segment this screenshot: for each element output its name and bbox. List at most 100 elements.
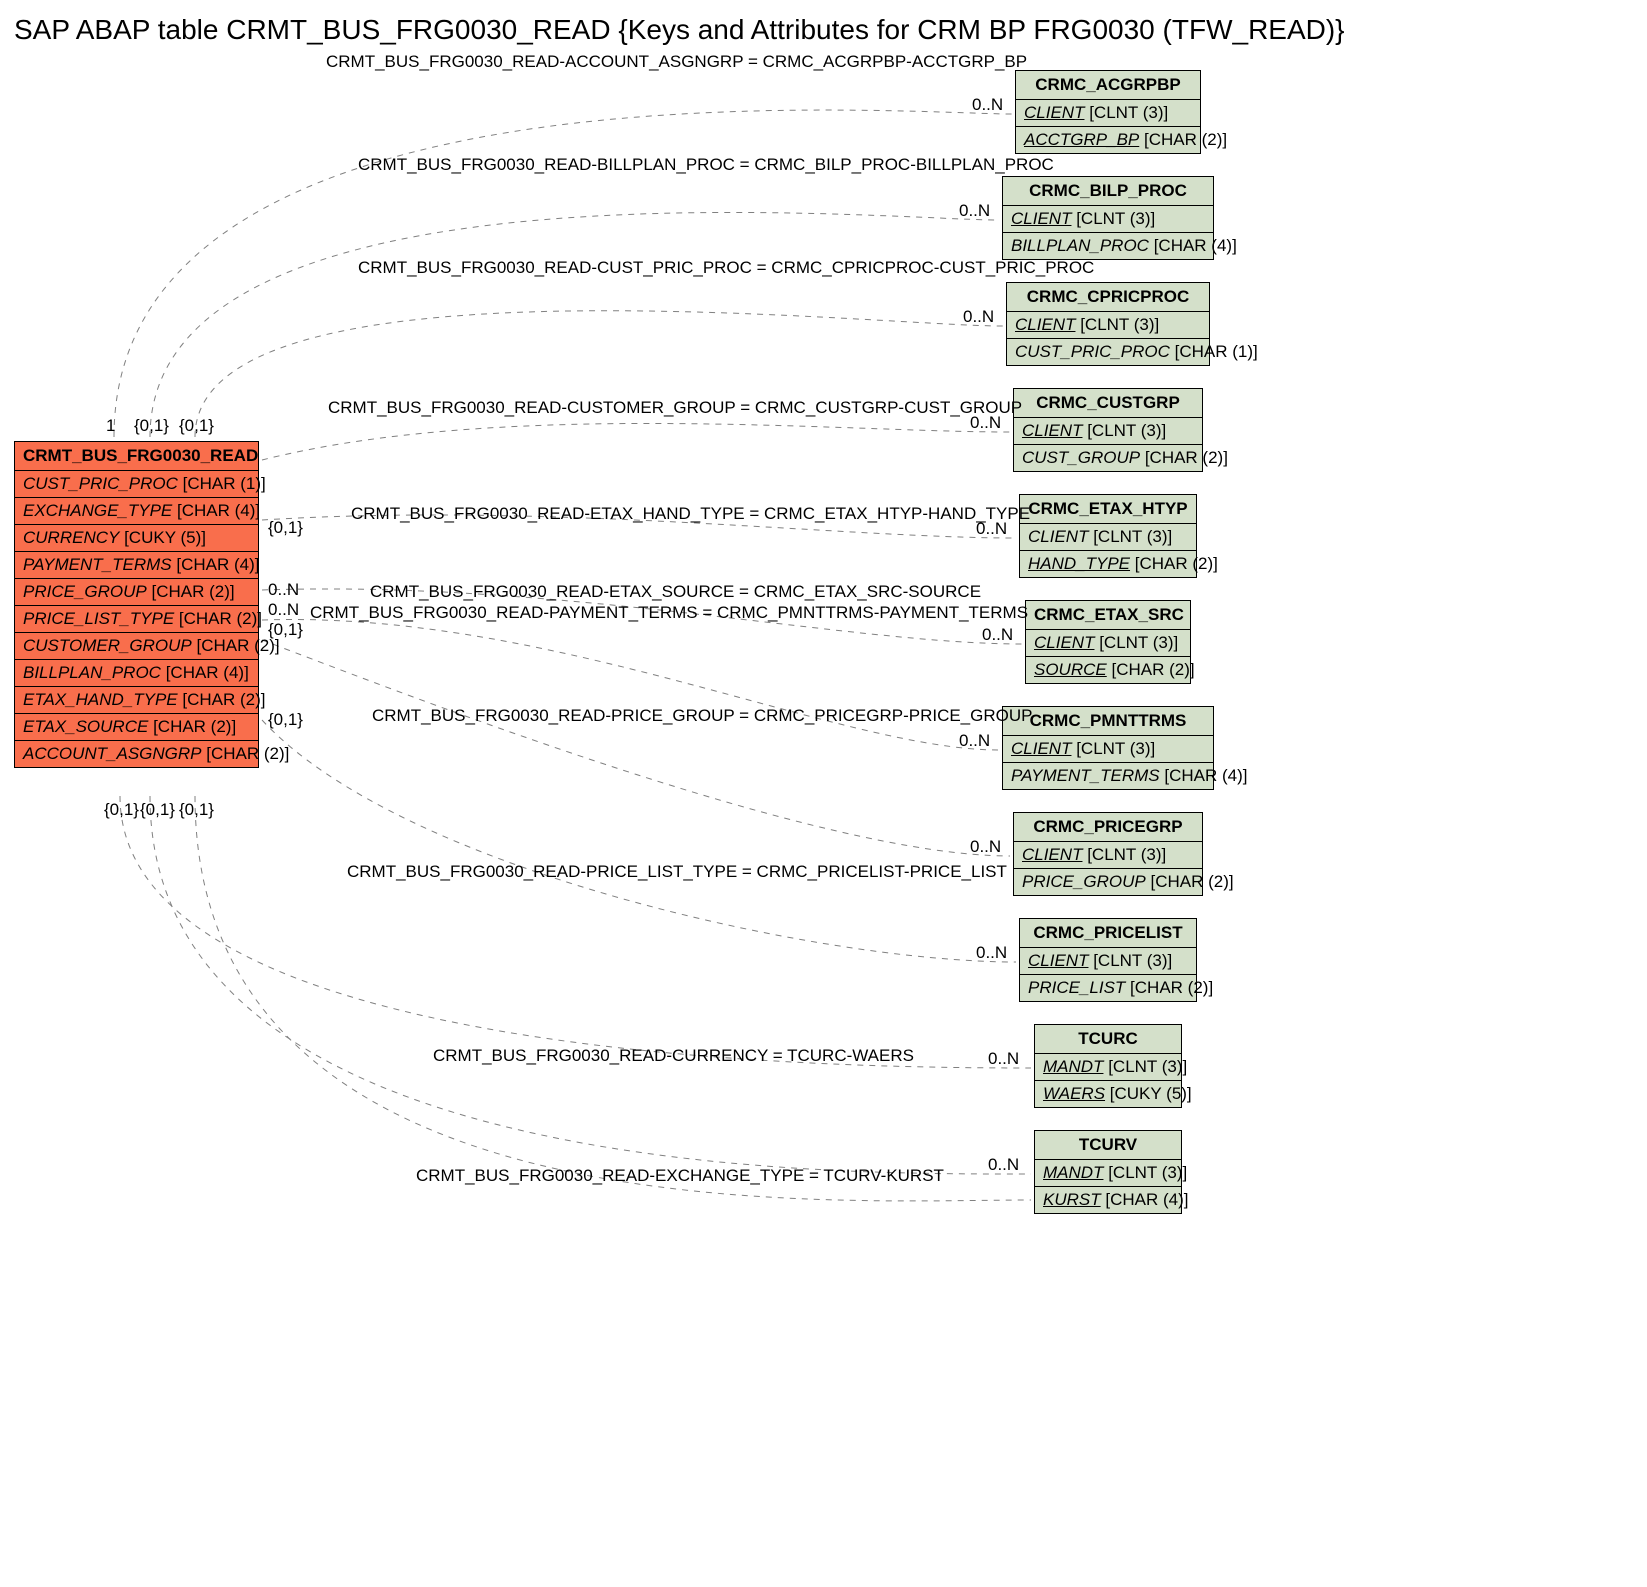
field-type: [CLNT (3)] bbox=[1108, 1163, 1187, 1182]
field-type: [CHAR (2)] bbox=[1111, 660, 1194, 679]
field-name: KURST bbox=[1043, 1190, 1101, 1209]
entity-header: CRMC_PMNTTRMS bbox=[1003, 707, 1213, 736]
field-name: SOURCE bbox=[1034, 660, 1107, 679]
field-name: PRICE_LIST_TYPE bbox=[23, 609, 174, 628]
cardinality-src: {0,1} bbox=[268, 620, 303, 640]
entity-field-row: PAYMENT_TERMS [CHAR (4)] bbox=[15, 552, 258, 579]
field-name: PAYMENT_TERMS bbox=[1011, 766, 1160, 785]
relation-label: CRMT_BUS_FRG0030_READ-CURRENCY = TCURC-W… bbox=[433, 1046, 914, 1066]
field-type: [CUKY (5)] bbox=[124, 528, 206, 547]
entity-header: CRMC_ETAX_SRC bbox=[1026, 601, 1190, 630]
ref-entity: TCURCMANDT [CLNT (3)]WAERS [CUKY (5)] bbox=[1034, 1024, 1182, 1108]
field-type: [CLNT (3)] bbox=[1080, 315, 1159, 334]
entity-header: CRMC_ETAX_HTYP bbox=[1020, 495, 1196, 524]
field-type: [CLNT (3)] bbox=[1093, 527, 1172, 546]
relation-label: CRMT_BUS_FRG0030_READ-EXCHANGE_TYPE = TC… bbox=[416, 1166, 944, 1186]
cardinality-dst: 0..N bbox=[972, 95, 1003, 115]
entity-header: CRMC_ACGRPBP bbox=[1016, 71, 1200, 100]
cardinality-src: {0,1} bbox=[179, 416, 214, 436]
field-name: EXCHANGE_TYPE bbox=[23, 501, 172, 520]
field-name: WAERS bbox=[1043, 1084, 1105, 1103]
field-type: [CHAR (4)] bbox=[176, 555, 259, 574]
field-type: [CUKY (5)] bbox=[1110, 1084, 1192, 1103]
relation-connector bbox=[195, 311, 1003, 437]
entity-field-row: CLIENT [CLNT (3)] bbox=[1003, 736, 1213, 763]
field-name: CURRENCY bbox=[23, 528, 119, 547]
entity-field-row: CLIENT [CLNT (3)] bbox=[1003, 206, 1213, 233]
relation-label: CRMT_BUS_FRG0030_READ-PRICE_LIST_TYPE = … bbox=[347, 862, 1007, 882]
field-type: [CHAR (2)] bbox=[1145, 448, 1228, 467]
cardinality-src: 1 bbox=[106, 416, 115, 436]
cardinality-src: {0,1} bbox=[179, 800, 214, 820]
cardinality-src: {0,1} bbox=[268, 518, 303, 538]
field-name: ETAX_HAND_TYPE bbox=[23, 690, 178, 709]
cardinality-dst: 0..N bbox=[959, 731, 990, 751]
field-name: HAND_TYPE bbox=[1028, 554, 1130, 573]
entity-field-row: PRICE_GROUP [CHAR (2)] bbox=[15, 579, 258, 606]
relation-label: CRMT_BUS_FRG0030_READ-BILLPLAN_PROC = CR… bbox=[358, 155, 1054, 175]
field-name: PAYMENT_TERMS bbox=[23, 555, 172, 574]
entity-header: CRMC_CUSTGRP bbox=[1014, 389, 1202, 418]
field-type: [CLNT (3)] bbox=[1087, 421, 1166, 440]
ref-entity: CRMC_CPRICPROCCLIENT [CLNT (3)]CUST_PRIC… bbox=[1006, 282, 1210, 366]
entity-header: CRMC_PRICEGRP bbox=[1014, 813, 1202, 842]
relation-connector bbox=[195, 796, 1031, 1201]
field-type: [CHAR (4)] bbox=[166, 663, 249, 682]
entity-field-row: CUST_GROUP [CHAR (2)] bbox=[1014, 445, 1202, 471]
entity-field-row: ETAX_HAND_TYPE [CHAR (2)] bbox=[15, 687, 258, 714]
field-name: ACCOUNT_ASGNGRP bbox=[23, 744, 202, 763]
cardinality-src: 0..N bbox=[268, 600, 299, 620]
field-type: [CHAR (4)] bbox=[177, 501, 260, 520]
entity-field-row: KURST [CHAR (4)] bbox=[1035, 1187, 1181, 1213]
field-name: CUST_PRIC_PROC bbox=[23, 474, 178, 493]
ref-entity: CRMC_PRICELISTCLIENT [CLNT (3)]PRICE_LIS… bbox=[1019, 918, 1197, 1002]
field-type: [CHAR (4)] bbox=[1164, 766, 1247, 785]
field-type: [CLNT (3)] bbox=[1099, 633, 1178, 652]
er-diagram-canvas: SAP ABAP table CRMT_BUS_FRG0030_READ {Ke… bbox=[0, 0, 1647, 1587]
cardinality-dst: 0..N bbox=[963, 307, 994, 327]
entity-header: CRMC_PRICELIST bbox=[1020, 919, 1196, 948]
field-name: CLIENT bbox=[1024, 103, 1084, 122]
cardinality-src: 0..N bbox=[268, 580, 299, 600]
field-type: [CHAR (2)] bbox=[182, 690, 265, 709]
field-name: CLIENT bbox=[1011, 209, 1071, 228]
cardinality-dst: 0..N bbox=[976, 943, 1007, 963]
relation-label: CRMT_BUS_FRG0030_READ-PRICE_GROUP = CRMC… bbox=[372, 706, 1032, 726]
entity-header: TCURC bbox=[1035, 1025, 1181, 1054]
cardinality-dst: 0..N bbox=[988, 1155, 1019, 1175]
field-type: [CLNT (3)] bbox=[1108, 1057, 1187, 1076]
field-type: [CHAR (4)] bbox=[1154, 236, 1237, 255]
cardinality-dst: 0..N bbox=[976, 519, 1007, 539]
field-name: CLIENT bbox=[1022, 845, 1082, 864]
cardinality-src: {0,1} bbox=[134, 416, 169, 436]
field-type: [CHAR (1)] bbox=[1175, 342, 1258, 361]
entity-field-row: PRICE_LIST_TYPE [CHAR (2)] bbox=[15, 606, 258, 633]
page-title: SAP ABAP table CRMT_BUS_FRG0030_READ {Ke… bbox=[14, 14, 1345, 46]
entity-field-row: CUSTOMER_GROUP [CHAR (2)] bbox=[15, 633, 258, 660]
relation-connector bbox=[120, 796, 1031, 1068]
field-type: [CLNT (3)] bbox=[1076, 739, 1155, 758]
field-name: BILLPLAN_PROC bbox=[23, 663, 161, 682]
field-type: [CHAR (1)] bbox=[183, 474, 266, 493]
entity-field-row: HAND_TYPE [CHAR (2)] bbox=[1020, 551, 1196, 577]
field-type: [CHAR (2)] bbox=[179, 609, 262, 628]
relation-label: CRMT_BUS_FRG0030_READ-PAYMENT_TERMS = CR… bbox=[310, 603, 1028, 623]
entity-field-row: EXCHANGE_TYPE [CHAR (4)] bbox=[15, 498, 258, 525]
cardinality-src: {0,1} bbox=[140, 800, 175, 820]
relation-label: CRMT_BUS_FRG0030_READ-ACCOUNT_ASGNGRP = … bbox=[326, 52, 1027, 72]
field-name: ACCTGRP_BP bbox=[1024, 130, 1139, 149]
field-type: [CHAR (4)] bbox=[1105, 1190, 1188, 1209]
entity-field-row: ACCOUNT_ASGNGRP [CHAR (2)] bbox=[15, 741, 258, 767]
entity-field-row: BILLPLAN_PROC [CHAR (4)] bbox=[1003, 233, 1213, 259]
field-type: [CHAR (2)] bbox=[151, 582, 234, 601]
field-name: CLIENT bbox=[1011, 739, 1071, 758]
relation-label: CRMT_BUS_FRG0030_READ-ETAX_SOURCE = CRMC… bbox=[370, 582, 981, 602]
entity-field-row: CLIENT [CLNT (3)] bbox=[1026, 630, 1190, 657]
ref-entity: CRMC_PMNTTRMSCLIENT [CLNT (3)]PAYMENT_TE… bbox=[1002, 706, 1214, 790]
entity-field-row: WAERS [CUKY (5)] bbox=[1035, 1081, 1181, 1107]
cardinality-dst: 0..N bbox=[970, 837, 1001, 857]
cardinality-dst: 0..N bbox=[959, 201, 990, 221]
entity-header: CRMC_CPRICPROC bbox=[1007, 283, 1209, 312]
connector-layer bbox=[0, 0, 1647, 1587]
field-name: CLIENT bbox=[1015, 315, 1075, 334]
